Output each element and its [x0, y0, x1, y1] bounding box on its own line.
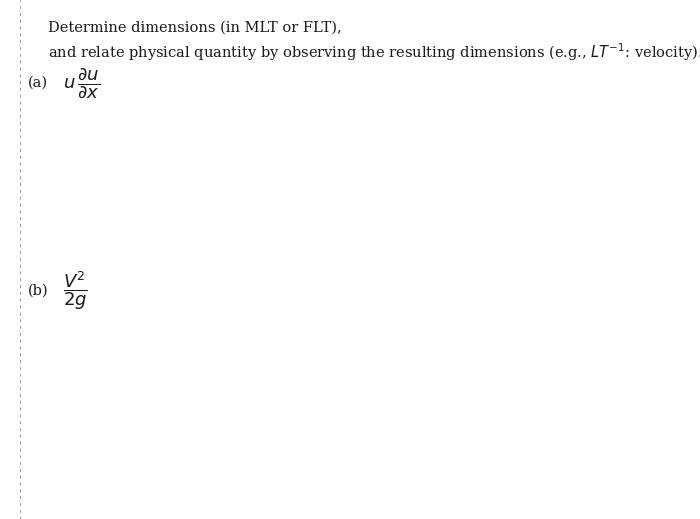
- Text: (b): (b): [28, 284, 48, 297]
- Text: $u\,\dfrac{\partial u}{\partial x}$: $u\,\dfrac{\partial u}{\partial x}$: [63, 66, 100, 100]
- Text: Determine dimensions (in MLT or FLT),: Determine dimensions (in MLT or FLT),: [48, 21, 342, 35]
- Text: $\dfrac{V^2}{2g}$: $\dfrac{V^2}{2g}$: [63, 269, 88, 312]
- Text: (a): (a): [28, 76, 48, 90]
- Text: and relate physical quantity by observing the resulting dimensions (e.g., $LT^{-: and relate physical quantity by observin…: [48, 42, 700, 63]
